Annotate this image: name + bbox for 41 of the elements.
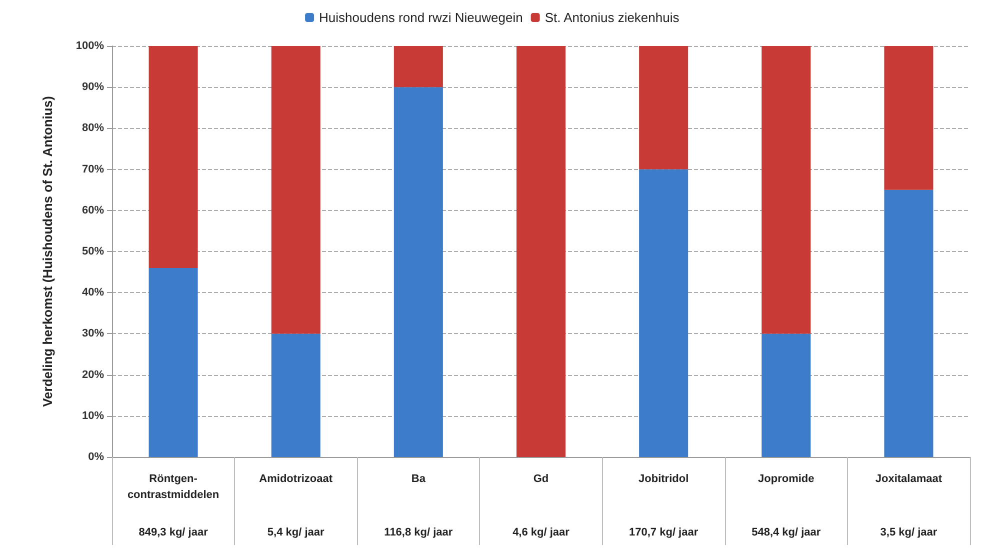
text: 170,7 kg/ jaar (629, 526, 699, 538)
y-tick-label: 50% (82, 246, 104, 258)
y-tick-label: 80% (82, 122, 104, 134)
bar (394, 87, 443, 457)
y-axis-title: Verdeling herkomst (Huishoudens of St. Antonius) (40, 96, 55, 407)
legend-label: St. Antonius ziekenhuis (544, 10, 680, 25)
bar (884, 46, 934, 190)
x-tick-label: Joxitalamaat (875, 473, 942, 485)
x-tick-label: Ba (411, 473, 426, 485)
bar (394, 46, 443, 88)
y-tick-label: 20% (82, 368, 104, 381)
y-tick-label: 90% (82, 81, 104, 94)
text: 116,8 kg/ jaar (384, 526, 454, 538)
bar (271, 46, 320, 334)
bar (271, 334, 320, 457)
bar (884, 190, 934, 457)
bar (148, 268, 198, 457)
bar (148, 46, 198, 268)
x-tick-label: Gd (533, 473, 549, 485)
bar (762, 46, 811, 334)
x-tick-label: Röntgen- contrastmiddelen (127, 473, 220, 501)
text: 849,3 kg/ jaar (138, 526, 209, 538)
x-tick-label: Jobitridol (638, 473, 689, 485)
text: 5,4 kg/ jaar (267, 526, 326, 538)
bar (639, 46, 688, 170)
text: 3,5 kg/ jaar (880, 526, 938, 538)
legend-label: Huishoudens rond rwzi Nieuwegein (319, 10, 523, 25)
y-tick-label: 10% (82, 410, 104, 422)
y-tick-label: 30% (82, 328, 104, 340)
y-tick-label: 0% (88, 451, 104, 463)
bar (639, 169, 688, 457)
bar (762, 334, 811, 457)
y-tick-label: 60% (82, 204, 104, 216)
x-tick-label: Amidotrizoaat (259, 473, 333, 485)
bar (516, 46, 566, 457)
y-tick-label: 70% (82, 163, 104, 176)
x-tick-label: Jopromide (758, 473, 814, 485)
text: 548,4 kg/ jaar (752, 526, 822, 538)
y-tick-label: 100% (76, 40, 104, 52)
y-tick-label: 40% (82, 286, 104, 299)
text: 4,6 kg/ jaar (512, 526, 570, 538)
